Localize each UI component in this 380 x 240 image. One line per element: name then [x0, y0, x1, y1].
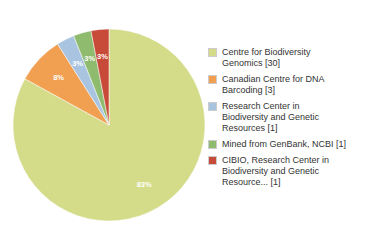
svg-text:3%: 3% — [97, 52, 108, 61]
svg-text:3%: 3% — [84, 54, 95, 63]
html-text:Canadian Centre for DNA Barcod: Canadian Centre for DNA Barcoding [3] — [222, 74, 325, 95]
svg-text:3%: 3% — [72, 59, 83, 68]
html-text:Research Center in Biodiversit: Research Center in Biodiversity and Gene… — [222, 101, 320, 133]
svg-text:83%: 83% — [137, 180, 152, 189]
html-text:Centre for Biodiversity Genomi: Centre for Biodiversity Genomics [30] — [222, 47, 311, 68]
html-text:CIBIO, Research Center in Biod: CIBIO, Research Center in Biodiversity a… — [222, 155, 329, 187]
svg-text:8%: 8% — [53, 73, 64, 82]
html-text:Mined from GenBank, NCBI [1]: Mined from GenBank, NCBI [1] — [222, 139, 347, 149]
